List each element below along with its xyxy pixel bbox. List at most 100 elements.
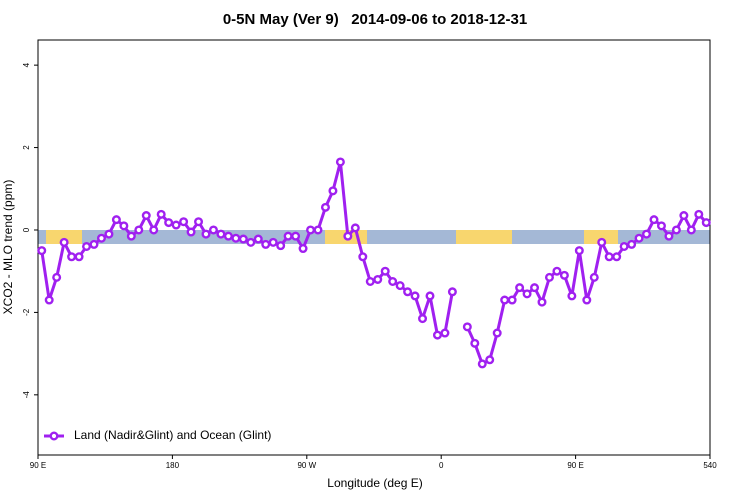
data-point	[447, 287, 457, 297]
data-point	[74, 252, 84, 262]
data-point	[365, 276, 375, 286]
data-point	[694, 209, 704, 219]
land-band	[584, 230, 618, 244]
data-point	[313, 225, 323, 235]
y-tick-label: -4	[22, 391, 31, 399]
x-tick-label: 180	[166, 461, 180, 470]
data-point	[253, 234, 263, 244]
data-point	[298, 244, 308, 254]
x-tick-label: 0	[439, 461, 444, 470]
data-point	[238, 234, 248, 244]
data-point	[619, 241, 629, 251]
data-point	[179, 217, 189, 227]
data-point	[477, 359, 487, 369]
data-point	[350, 223, 360, 233]
data-point	[597, 237, 607, 247]
data-point	[701, 218, 711, 228]
data-point	[515, 283, 525, 293]
data-point	[627, 239, 637, 249]
data-point	[149, 225, 159, 235]
data-point	[268, 237, 278, 247]
data-point	[276, 241, 286, 251]
data-point	[261, 239, 271, 249]
x-axis-label: Longitude (deg E)	[327, 476, 422, 490]
data-point	[604, 252, 614, 262]
y-tick-label: -2	[22, 308, 31, 316]
data-point	[410, 291, 420, 301]
data-point	[582, 295, 592, 305]
data-point	[432, 330, 442, 340]
data-point	[306, 225, 316, 235]
data-point	[544, 272, 554, 282]
data-point	[567, 291, 577, 301]
data-point	[82, 241, 92, 251]
data-point	[418, 314, 428, 324]
data-point	[231, 233, 241, 243]
data-point	[37, 246, 47, 256]
data-point	[52, 272, 62, 282]
x-tick-label: 90 E	[30, 461, 46, 470]
data-point	[335, 157, 345, 167]
data-point	[171, 220, 181, 230]
y-tick-label: 2	[22, 145, 31, 150]
plot-frame	[37, 39, 711, 456]
series-line	[40, 160, 708, 366]
data-point	[111, 215, 121, 225]
data-point	[164, 218, 174, 228]
data-point	[119, 221, 129, 231]
data-point	[686, 225, 696, 235]
data-point	[656, 221, 666, 231]
data-point	[44, 295, 54, 305]
data-point	[201, 229, 211, 239]
data-point	[395, 281, 405, 291]
data-point	[141, 211, 151, 221]
data-point	[208, 225, 218, 235]
x-tick-label: 540	[703, 461, 717, 470]
data-point	[664, 231, 674, 241]
data-point	[320, 202, 330, 212]
y-tick-label: 0	[22, 227, 31, 232]
data-point	[507, 295, 517, 305]
data-point	[67, 252, 77, 262]
legend-marker	[49, 431, 59, 441]
data-point	[425, 291, 435, 301]
data-point	[500, 295, 510, 305]
data-point	[671, 225, 681, 235]
data-point	[216, 229, 226, 239]
data-point	[126, 231, 136, 241]
land-band	[46, 230, 82, 244]
data-point	[186, 227, 196, 237]
data-point	[679, 211, 689, 221]
data-point	[440, 328, 450, 338]
data-point	[328, 186, 338, 196]
data-point	[380, 266, 390, 276]
data-point	[246, 237, 256, 247]
data-point	[649, 215, 659, 225]
y-axis-label: XCO2 - MLO trend (ppm)	[1, 180, 15, 315]
land-band	[456, 230, 512, 244]
data-point	[559, 270, 569, 280]
data-point	[492, 328, 502, 338]
data-point	[552, 266, 562, 276]
data-point	[134, 225, 144, 235]
data-point	[283, 231, 293, 241]
data-point	[612, 252, 622, 262]
data-point	[358, 252, 368, 262]
data-point	[574, 246, 584, 256]
data-point	[104, 229, 114, 239]
data-point	[470, 338, 480, 348]
data-point	[223, 231, 233, 241]
data-point	[537, 297, 547, 307]
data-point	[96, 233, 106, 243]
data-point	[522, 289, 532, 299]
data-point	[388, 276, 398, 286]
data-point	[462, 322, 472, 332]
data-point	[291, 231, 301, 241]
x-tick-label: 90 E	[567, 461, 583, 470]
chart-title: 0-5N May (Ver 9) 2014-09-06 to 2018-12-3…	[223, 11, 527, 28]
data-point	[403, 287, 413, 297]
legend-label: Land (Nadir&Glint) and Ocean (Glint)	[74, 428, 271, 442]
data-point	[530, 283, 540, 293]
data-point	[634, 233, 644, 243]
